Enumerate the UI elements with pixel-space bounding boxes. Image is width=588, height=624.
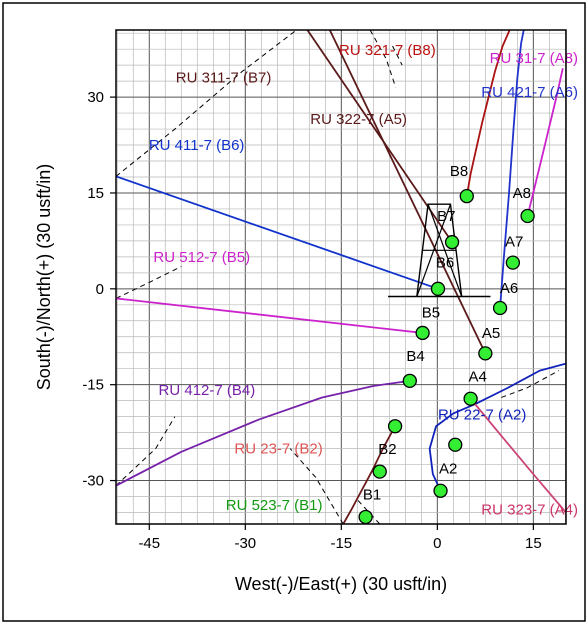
dashed-guide	[369, 29, 397, 88]
x-tick-label: 15	[525, 535, 542, 552]
point-label-A7: A7	[505, 234, 523, 251]
marker-A3	[463, 391, 478, 406]
dashed-guide	[356, 499, 381, 525]
series-label-1: RU 31-7 (A8)	[490, 50, 578, 67]
x-tick-label: -15	[330, 535, 352, 552]
marker-B5	[430, 281, 446, 296]
marker-B2	[387, 419, 403, 434]
dashed-guides	[115, 29, 560, 525]
series-line-11	[469, 398, 566, 514]
series-line-4	[499, 30, 525, 309]
marker-C1	[358, 509, 373, 525]
series-line-0	[465, 30, 511, 197]
dashed-guide	[501, 370, 560, 398]
series-line-6	[116, 297, 423, 334]
y-tick-label: 0	[96, 281, 104, 298]
point-label-A6: A6	[500, 280, 518, 297]
y-tick-label: 30	[87, 89, 104, 106]
point-label-B6: B6	[436, 255, 454, 272]
series-label-6: RU 512-7 (B5)	[153, 249, 250, 266]
series-label-10: RU 523-7 (B1)	[226, 497, 323, 514]
point-labels: B8 A8 B7 A7 B6 A6 B5 A5 B4 A4 B2 A2 B1	[363, 163, 531, 503]
marker-A4	[478, 346, 493, 361]
dashed-guide	[115, 29, 297, 177]
series-label-9: RU 23-7 (B2)	[234, 441, 322, 458]
marker-B7	[444, 235, 460, 250]
point-label-B2: B2	[378, 441, 396, 458]
series-line-9	[342, 425, 396, 524]
x-tick-label: -45	[138, 535, 160, 552]
series-line-7	[116, 379, 410, 487]
marker-B3	[402, 373, 417, 388]
series-labels: RU 321-7 (B8) RU 31-7 (A8) RU 311-7 (B7) RU…	[149, 42, 578, 518]
y-tick-label: -15	[82, 377, 104, 394]
series-line-5	[116, 175, 439, 290]
series-label-0: RU 321-7 (B8)	[339, 42, 436, 59]
marker-A1	[433, 483, 448, 498]
point-label-A2: A2	[439, 460, 457, 477]
markers-layer	[358, 189, 535, 525]
tick-labels: -45 -30 -15 0 15 -30 -15 0 15 30	[82, 89, 541, 552]
plot-border	[115, 29, 567, 525]
marker-A5	[492, 300, 508, 316]
marker-A6	[505, 255, 521, 270]
point-label-B5: B5	[422, 304, 440, 321]
series-label-2: RU 311-7 (B7)	[176, 69, 272, 86]
x-tick-label: 0	[433, 535, 441, 552]
marker-A2	[448, 437, 463, 452]
series-label-8: RU 22-7 (A2)	[438, 407, 526, 424]
dashed-guide	[115, 416, 176, 487]
y-tick-label: -30	[82, 473, 104, 490]
point-label-A5: A5	[482, 325, 500, 342]
marker-B1	[372, 464, 387, 479]
x-tick-label: -30	[234, 535, 256, 552]
series-line-3	[328, 30, 487, 354]
series-layer	[116, 30, 566, 524]
series-label-7: RU 412-7 (B4)	[159, 382, 256, 399]
point-label-B7: B7	[437, 208, 455, 225]
marker-A8	[520, 208, 535, 224]
series-label-4: RU 421-7 (A6)	[481, 84, 578, 101]
series-label-3: RU 322-7 (A5)	[310, 111, 407, 128]
x-axis-label: West(-)/East(+) (30 usft/in)	[235, 574, 447, 594]
dashed-guide	[115, 266, 182, 299]
point-label-B1: B1	[363, 487, 381, 504]
y-tick-label: 15	[87, 185, 104, 202]
dashed-guide	[392, 45, 403, 66]
rig-symbol	[388, 203, 491, 298]
series-line-8	[428, 362, 566, 492]
marker-B8	[459, 189, 474, 204]
series-label-11: RU 323-7 (A4)	[481, 501, 578, 518]
series-label-5: RU 411-7 (B6)	[149, 137, 245, 154]
y-axis-label: South(-)/North(+) (30 usft/in)	[34, 164, 54, 391]
point-label-B4: B4	[406, 348, 424, 365]
dashed-guide	[289, 448, 344, 525]
point-label-B8: B8	[450, 163, 468, 180]
series-line-1	[526, 68, 564, 217]
point-label-A8: A8	[513, 185, 531, 202]
point-label-A4: A4	[468, 368, 486, 385]
marker-B4	[415, 325, 430, 341]
